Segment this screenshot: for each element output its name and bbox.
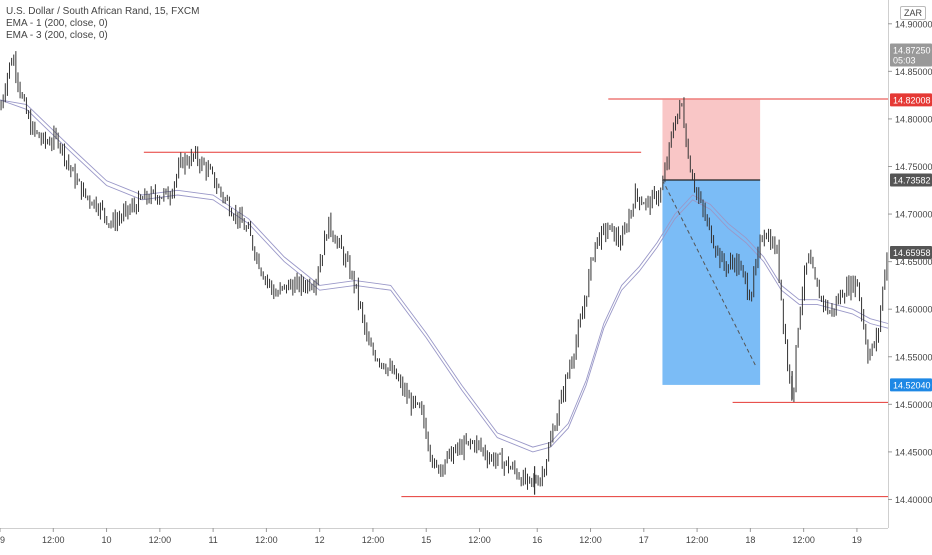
time-tick-label: 11 xyxy=(208,535,217,545)
ema-line xyxy=(0,99,889,448)
entry-price-badge-bg xyxy=(890,173,932,187)
stop-price-badge-bg xyxy=(890,93,932,107)
time-tick-label: 17 xyxy=(639,535,649,545)
ema-3-label[interactable]: EMA - 3 (200, close, 0) xyxy=(6,30,108,41)
price-tick-label: 14.50000 xyxy=(895,400,932,410)
time-tick-label: 16 xyxy=(532,535,542,545)
time-tick-label: 12:00 xyxy=(255,535,278,545)
stop-price-badge: 14.82008 xyxy=(893,95,931,105)
time-tick-label: 18 xyxy=(745,535,755,545)
price-tick-label: 14.40000 xyxy=(895,495,932,505)
last-price-badge: 14.65958 xyxy=(893,248,931,258)
time-tick-label: 12:00 xyxy=(149,535,172,545)
time-tick-label: 12:00 xyxy=(792,535,815,545)
time-tick-label: 12:00 xyxy=(42,535,65,545)
price-tick-label: 14.85000 xyxy=(895,67,932,77)
price-tick-label: 14.65000 xyxy=(895,257,932,267)
target-price-badge-bg xyxy=(890,378,932,392)
current-price-badge: 14.87250 xyxy=(893,45,931,55)
time-tick-label: 12:00 xyxy=(686,535,709,545)
time-tick-label: 19 xyxy=(852,535,862,545)
ema-1-label[interactable]: EMA - 1 (200, close, 0) xyxy=(6,18,108,29)
ema-line xyxy=(0,99,889,453)
time-tick-label: 15 xyxy=(421,535,431,545)
time-tick-label: 12 xyxy=(315,535,325,545)
entry-price-badge: 14.73582 xyxy=(893,175,931,185)
time-tick-label: 12:00 xyxy=(579,535,602,545)
price-candles xyxy=(0,51,888,495)
price-tick-label: 14.60000 xyxy=(895,305,932,315)
price-tick-label: 14.55000 xyxy=(895,352,932,362)
price-tick-label: 14.90000 xyxy=(895,19,932,29)
bar-countdown: 05:03 xyxy=(893,55,916,65)
price-tick-label: 14.80000 xyxy=(895,114,932,124)
price-tick-label: 14.75000 xyxy=(895,162,932,172)
price-tick-label: 14.45000 xyxy=(895,447,932,457)
time-tick-label: 12:00 xyxy=(468,535,491,545)
last-price-badge-bg xyxy=(890,246,932,260)
currency-badge[interactable]: ZAR xyxy=(900,6,926,20)
time-tick-label: 9 xyxy=(0,535,5,545)
stop-loss-zone xyxy=(662,99,761,180)
price-tick-label: 14.70000 xyxy=(895,210,932,220)
time-tick-label: 10 xyxy=(102,535,112,545)
current-price-badge-bg xyxy=(890,43,932,67)
symbol-title[interactable]: U.S. Dollar / South African Rand, 15, FX… xyxy=(6,6,200,17)
time-tick-label: 12:00 xyxy=(362,535,385,545)
chart-legend: U.S. Dollar / South African Rand, 15, FX… xyxy=(6,6,199,42)
target-price-badge: 14.52040 xyxy=(893,380,931,390)
